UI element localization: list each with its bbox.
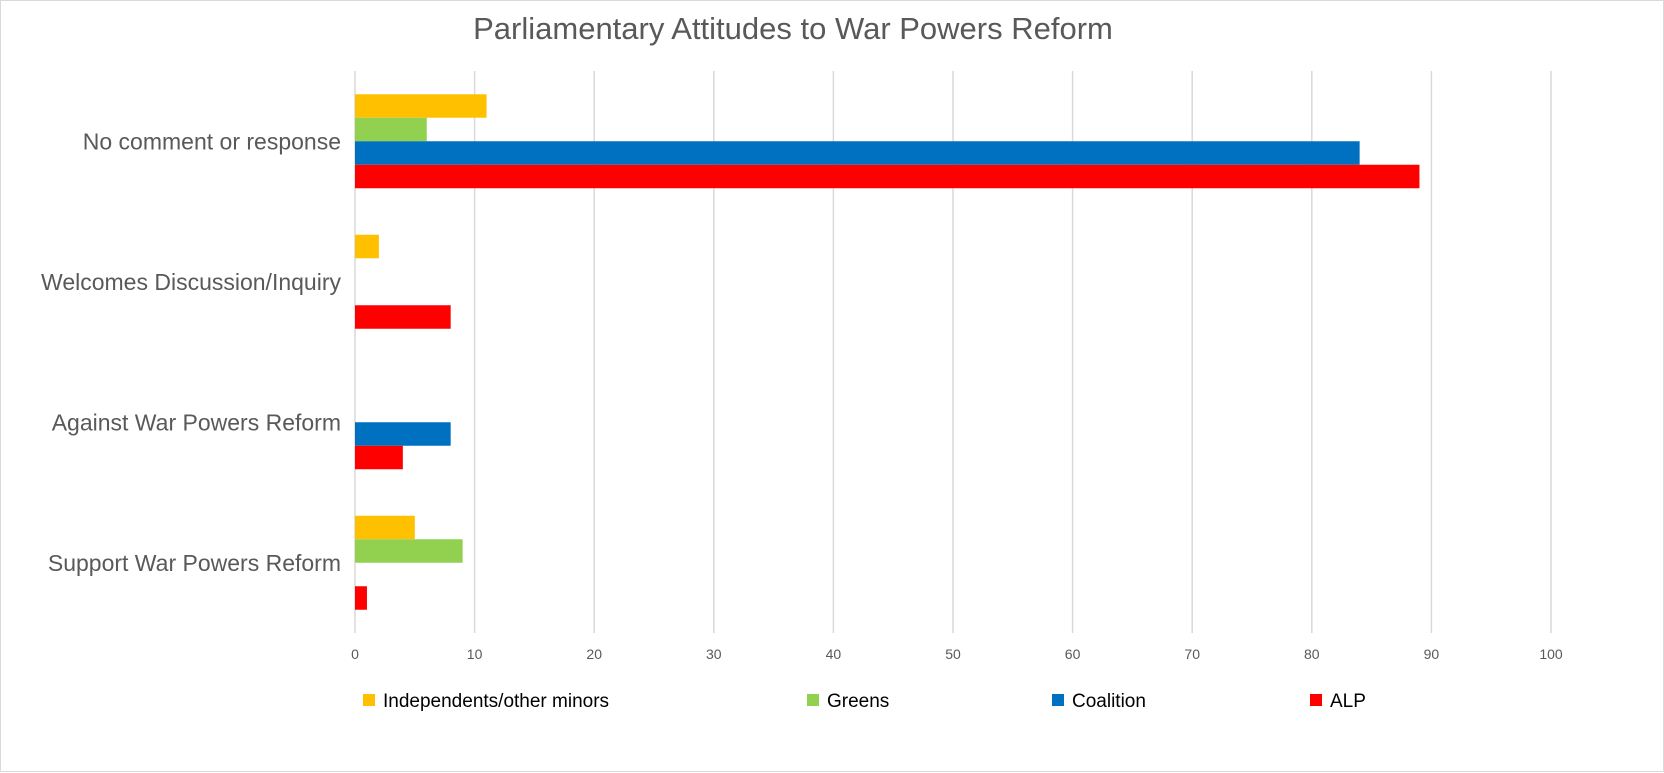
x-tick-label: 60 <box>1065 646 1081 662</box>
legend: Independents/other minors Greens Coalition… <box>363 691 1366 712</box>
legend-swatch <box>363 694 375 706</box>
chart-title: Parliamentary Attitudes to War Powers Re… <box>473 11 1113 46</box>
category-label: Support War Powers Reform <box>48 550 341 576</box>
bar-independents-other-minors-1 <box>355 234 379 259</box>
x-tick-label: 10 <box>467 646 483 662</box>
legend-label: ALP <box>1330 691 1366 712</box>
x-tick-label: 50 <box>945 646 961 662</box>
x-axis-ticks: 0 10 20 30 40 50 60 70 80 90 100 <box>351 646 1563 662</box>
x-tick-label: 100 <box>1539 646 1563 662</box>
legend-swatch <box>1310 694 1322 706</box>
x-tick-label: 70 <box>1184 646 1200 662</box>
bar-alp-3 <box>355 586 367 610</box>
x-tick-label: 20 <box>586 646 602 662</box>
x-tick-label: 0 <box>351 646 359 662</box>
x-tick-label: 40 <box>826 646 842 662</box>
bar-alp-1 <box>355 305 451 329</box>
legend-swatch <box>807 694 819 706</box>
category-label: No comment or response <box>83 128 341 154</box>
bar-independents-other-minors-0 <box>355 94 487 118</box>
bar-coalition-2 <box>355 422 451 446</box>
bar-alp-2 <box>355 445 403 470</box>
legend-swatch <box>1052 694 1064 706</box>
legend-label: Independents/other minors <box>383 691 609 712</box>
legend-label: Coalition <box>1072 691 1146 712</box>
category-label: Against War Powers Reform <box>52 409 341 435</box>
x-tick-label: 30 <box>706 646 722 662</box>
bar-greens-3 <box>355 539 463 563</box>
bar-coalition-0 <box>355 141 1360 165</box>
category-label: Welcomes Discussion/Inquiry <box>41 269 341 295</box>
x-tick-label: 80 <box>1304 646 1320 662</box>
bar-greens-0 <box>355 117 427 142</box>
x-tick-label: 90 <box>1424 646 1440 662</box>
bar-alp-0 <box>355 164 1420 189</box>
legend-label: Greens <box>827 691 889 712</box>
bar-independents-other-minors-3 <box>355 515 415 540</box>
bars <box>355 94 1420 610</box>
category-labels: No comment or response Welcomes Discussio… <box>41 128 341 576</box>
